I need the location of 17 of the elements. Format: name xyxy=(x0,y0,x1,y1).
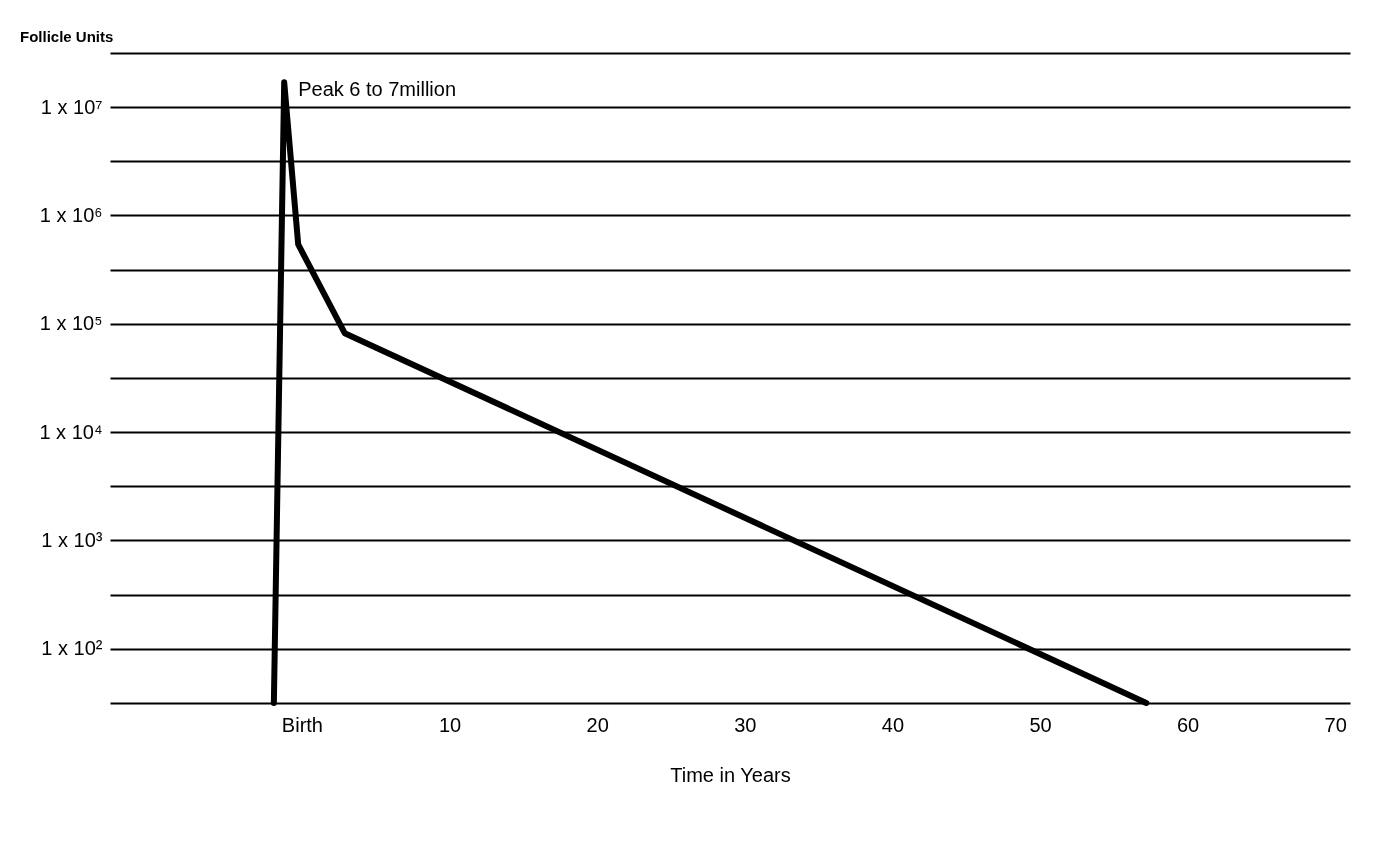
y-axis-title: Follicle Units xyxy=(20,28,114,45)
x-tick-label: 20 xyxy=(586,713,609,736)
x-tick-label: 10 xyxy=(438,713,462,736)
x-tick-label: 30 xyxy=(734,713,757,736)
x-tick-label: Birth xyxy=(281,713,323,736)
y-tick-label: 1 x 10³ xyxy=(41,528,103,551)
x-axis-title: Time in Years xyxy=(670,763,791,786)
x-tick-label: 50 xyxy=(1029,713,1052,736)
x-tick-label: 70 xyxy=(1324,713,1347,736)
y-tick-label: 1 x 10⁷ xyxy=(40,95,103,118)
y-tick-label: 1 x 10² xyxy=(41,637,103,660)
y-tick-label: 1 x 10⁴ xyxy=(39,420,103,443)
x-tick-label: 40 xyxy=(881,713,905,736)
y-tick-label: 1 x 10⁵ xyxy=(39,312,103,335)
x-tick-label: 60 xyxy=(1176,713,1200,736)
annotation: Peak 6 to 7million xyxy=(298,78,457,101)
y-tick-label: 1 x 10⁶ xyxy=(39,203,103,226)
